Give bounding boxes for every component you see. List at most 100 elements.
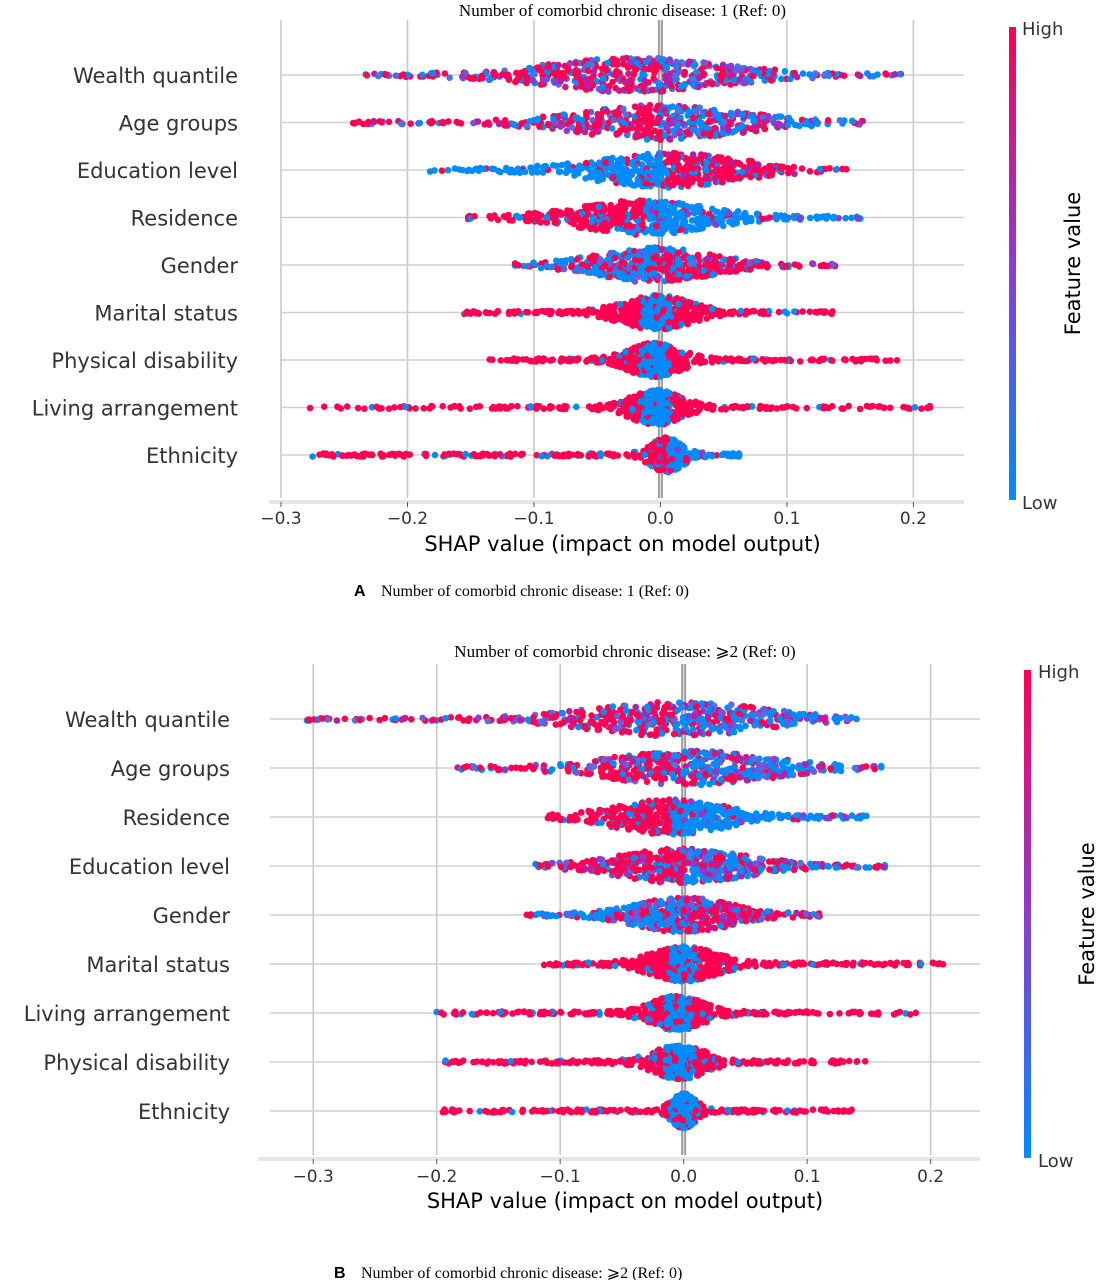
shap-point bbox=[665, 324, 673, 332]
shap-point bbox=[457, 120, 465, 127]
x-tick-label: −0.2 bbox=[387, 509, 428, 529]
shap-point bbox=[735, 125, 742, 132]
shap-point bbox=[777, 122, 785, 129]
shap-point bbox=[609, 174, 617, 181]
shap-point bbox=[712, 221, 719, 228]
shap-point bbox=[545, 120, 552, 128]
shap-point bbox=[526, 64, 533, 72]
shap-point bbox=[553, 70, 561, 78]
shap-point bbox=[728, 403, 735, 411]
shap-point bbox=[673, 58, 680, 66]
shap-point bbox=[729, 358, 736, 365]
shap-point bbox=[644, 364, 651, 372]
colorbar bbox=[1009, 27, 1016, 500]
shap-point bbox=[719, 61, 727, 69]
shap-point bbox=[696, 406, 703, 414]
shap-point bbox=[651, 65, 659, 73]
shap-point bbox=[539, 71, 546, 79]
shap-point bbox=[567, 118, 575, 125]
shap-point bbox=[579, 220, 587, 227]
shap-point bbox=[826, 165, 833, 172]
shap-point bbox=[427, 119, 435, 127]
feature-label: Living arrangement bbox=[32, 397, 238, 421]
x-tick-label: −0.1 bbox=[513, 509, 554, 529]
shap-point bbox=[486, 76, 494, 83]
shap-point bbox=[761, 125, 769, 133]
shap-point bbox=[555, 61, 562, 69]
shap-point bbox=[631, 256, 639, 264]
shap-point bbox=[642, 205, 650, 212]
shap-point bbox=[568, 356, 576, 364]
shap-point bbox=[688, 407, 695, 415]
shap-point bbox=[606, 82, 613, 90]
shap-point bbox=[431, 167, 438, 174]
shap-point bbox=[678, 349, 686, 357]
shap-point bbox=[671, 276, 678, 283]
shap-point bbox=[715, 166, 723, 174]
shap-point bbox=[638, 347, 646, 354]
shap-point bbox=[770, 70, 777, 78]
shap-point bbox=[759, 215, 767, 223]
shap-point bbox=[759, 355, 766, 363]
shap-point bbox=[625, 274, 633, 282]
feature-dots bbox=[309, 434, 743, 476]
shap-point bbox=[474, 118, 482, 125]
shap-point bbox=[562, 83, 569, 91]
shap-point bbox=[727, 451, 734, 459]
shap-point bbox=[650, 358, 657, 366]
shap-point bbox=[589, 252, 597, 259]
feature-label: Ethnicity bbox=[146, 444, 238, 468]
shap-point bbox=[497, 357, 505, 364]
shap-point bbox=[731, 268, 738, 275]
shap-point bbox=[677, 135, 685, 142]
feature-label: Education level bbox=[77, 159, 238, 183]
shap-point bbox=[806, 214, 814, 222]
shap-point bbox=[438, 167, 446, 174]
shap-point bbox=[662, 63, 669, 70]
shap-point bbox=[527, 403, 534, 411]
shap-point bbox=[650, 74, 657, 82]
shap-point bbox=[446, 74, 453, 81]
shap-point bbox=[533, 308, 540, 316]
x-tick-label: 0.0 bbox=[647, 509, 674, 529]
shap-point bbox=[597, 257, 605, 265]
shap-point bbox=[829, 402, 836, 410]
shap-point bbox=[488, 165, 496, 173]
shap-point bbox=[597, 270, 605, 278]
shap-point bbox=[683, 455, 690, 462]
shap-point bbox=[614, 225, 621, 232]
shap-point bbox=[325, 452, 333, 459]
shap-point bbox=[770, 356, 778, 364]
shap-point bbox=[441, 70, 449, 77]
shap-point bbox=[728, 310, 736, 318]
shap-point bbox=[808, 122, 815, 130]
shap-point bbox=[616, 87, 623, 94]
feature-label: Gender bbox=[153, 904, 231, 928]
shap-point bbox=[576, 162, 583, 169]
shap-point bbox=[569, 310, 577, 318]
shap-point bbox=[749, 307, 757, 315]
shap-point bbox=[766, 162, 773, 170]
shap-point bbox=[578, 81, 586, 89]
shap-point bbox=[900, 403, 907, 411]
shap-point bbox=[608, 316, 616, 324]
feature-dots bbox=[461, 292, 836, 333]
shap-point bbox=[827, 309, 834, 317]
shap-point bbox=[652, 292, 660, 299]
shap-point bbox=[650, 342, 657, 350]
shap-point bbox=[610, 452, 617, 460]
shap-point bbox=[625, 314, 633, 322]
shap-point bbox=[652, 160, 660, 167]
shap-point bbox=[648, 169, 655, 177]
shap-point bbox=[592, 403, 599, 411]
shap-point bbox=[738, 65, 746, 72]
shap-point bbox=[381, 714, 389, 722]
shap-point bbox=[662, 225, 670, 232]
shap-point bbox=[665, 294, 673, 302]
shap-point bbox=[661, 435, 669, 443]
shap-point bbox=[739, 168, 746, 176]
shap-point bbox=[623, 451, 631, 459]
shap-point bbox=[510, 355, 518, 362]
shap-point bbox=[470, 450, 478, 458]
